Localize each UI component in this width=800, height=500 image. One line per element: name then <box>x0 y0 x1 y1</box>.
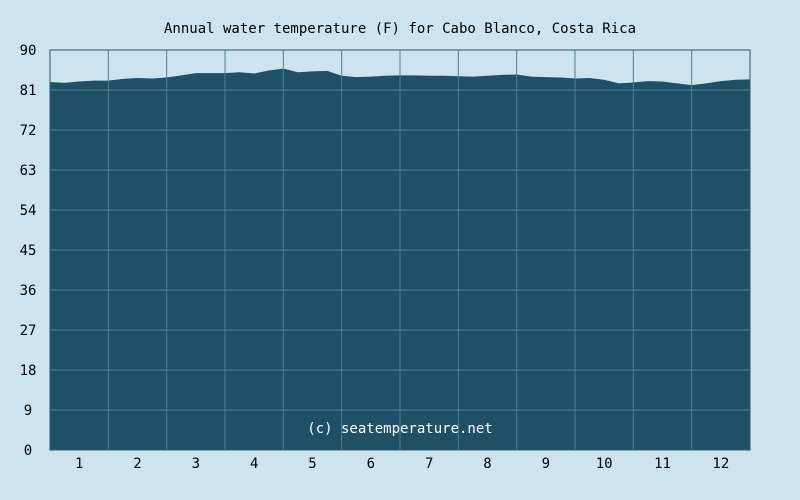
y-tick-label: 63 <box>20 163 37 179</box>
x-tick-label: 5 <box>308 456 316 472</box>
y-tick-label: 90 <box>20 43 37 59</box>
y-tick-label: 45 <box>20 243 37 259</box>
x-tick-label: 2 <box>133 456 141 472</box>
y-tick-label: 81 <box>20 83 37 99</box>
x-tick-label: 7 <box>425 456 433 472</box>
y-tick-label: 18 <box>20 363 37 379</box>
plot-border <box>49 49 751 451</box>
credit-text: (c) seatemperature.net <box>307 421 492 437</box>
x-tick-label: 10 <box>596 456 613 472</box>
x-tick-label: 9 <box>542 456 550 472</box>
y-tick-label: 54 <box>20 203 37 219</box>
x-tick-label: 4 <box>250 456 258 472</box>
y-tick-label: 0 <box>24 443 32 459</box>
x-tick-label: 6 <box>367 456 375 472</box>
y-tick-label: 36 <box>20 283 37 299</box>
y-tick-label: 27 <box>20 323 37 339</box>
x-tick-label: 11 <box>654 456 671 472</box>
x-tick-label: 1 <box>75 456 83 472</box>
chart-title: Annual water temperature (F) for Cabo Bl… <box>164 21 636 37</box>
y-tick-label: 9 <box>24 403 32 419</box>
x-tick-label: 8 <box>483 456 491 472</box>
y-tick-label: 72 <box>20 123 37 139</box>
x-tick-label: 12 <box>712 456 729 472</box>
x-tick-label: 3 <box>192 456 200 472</box>
